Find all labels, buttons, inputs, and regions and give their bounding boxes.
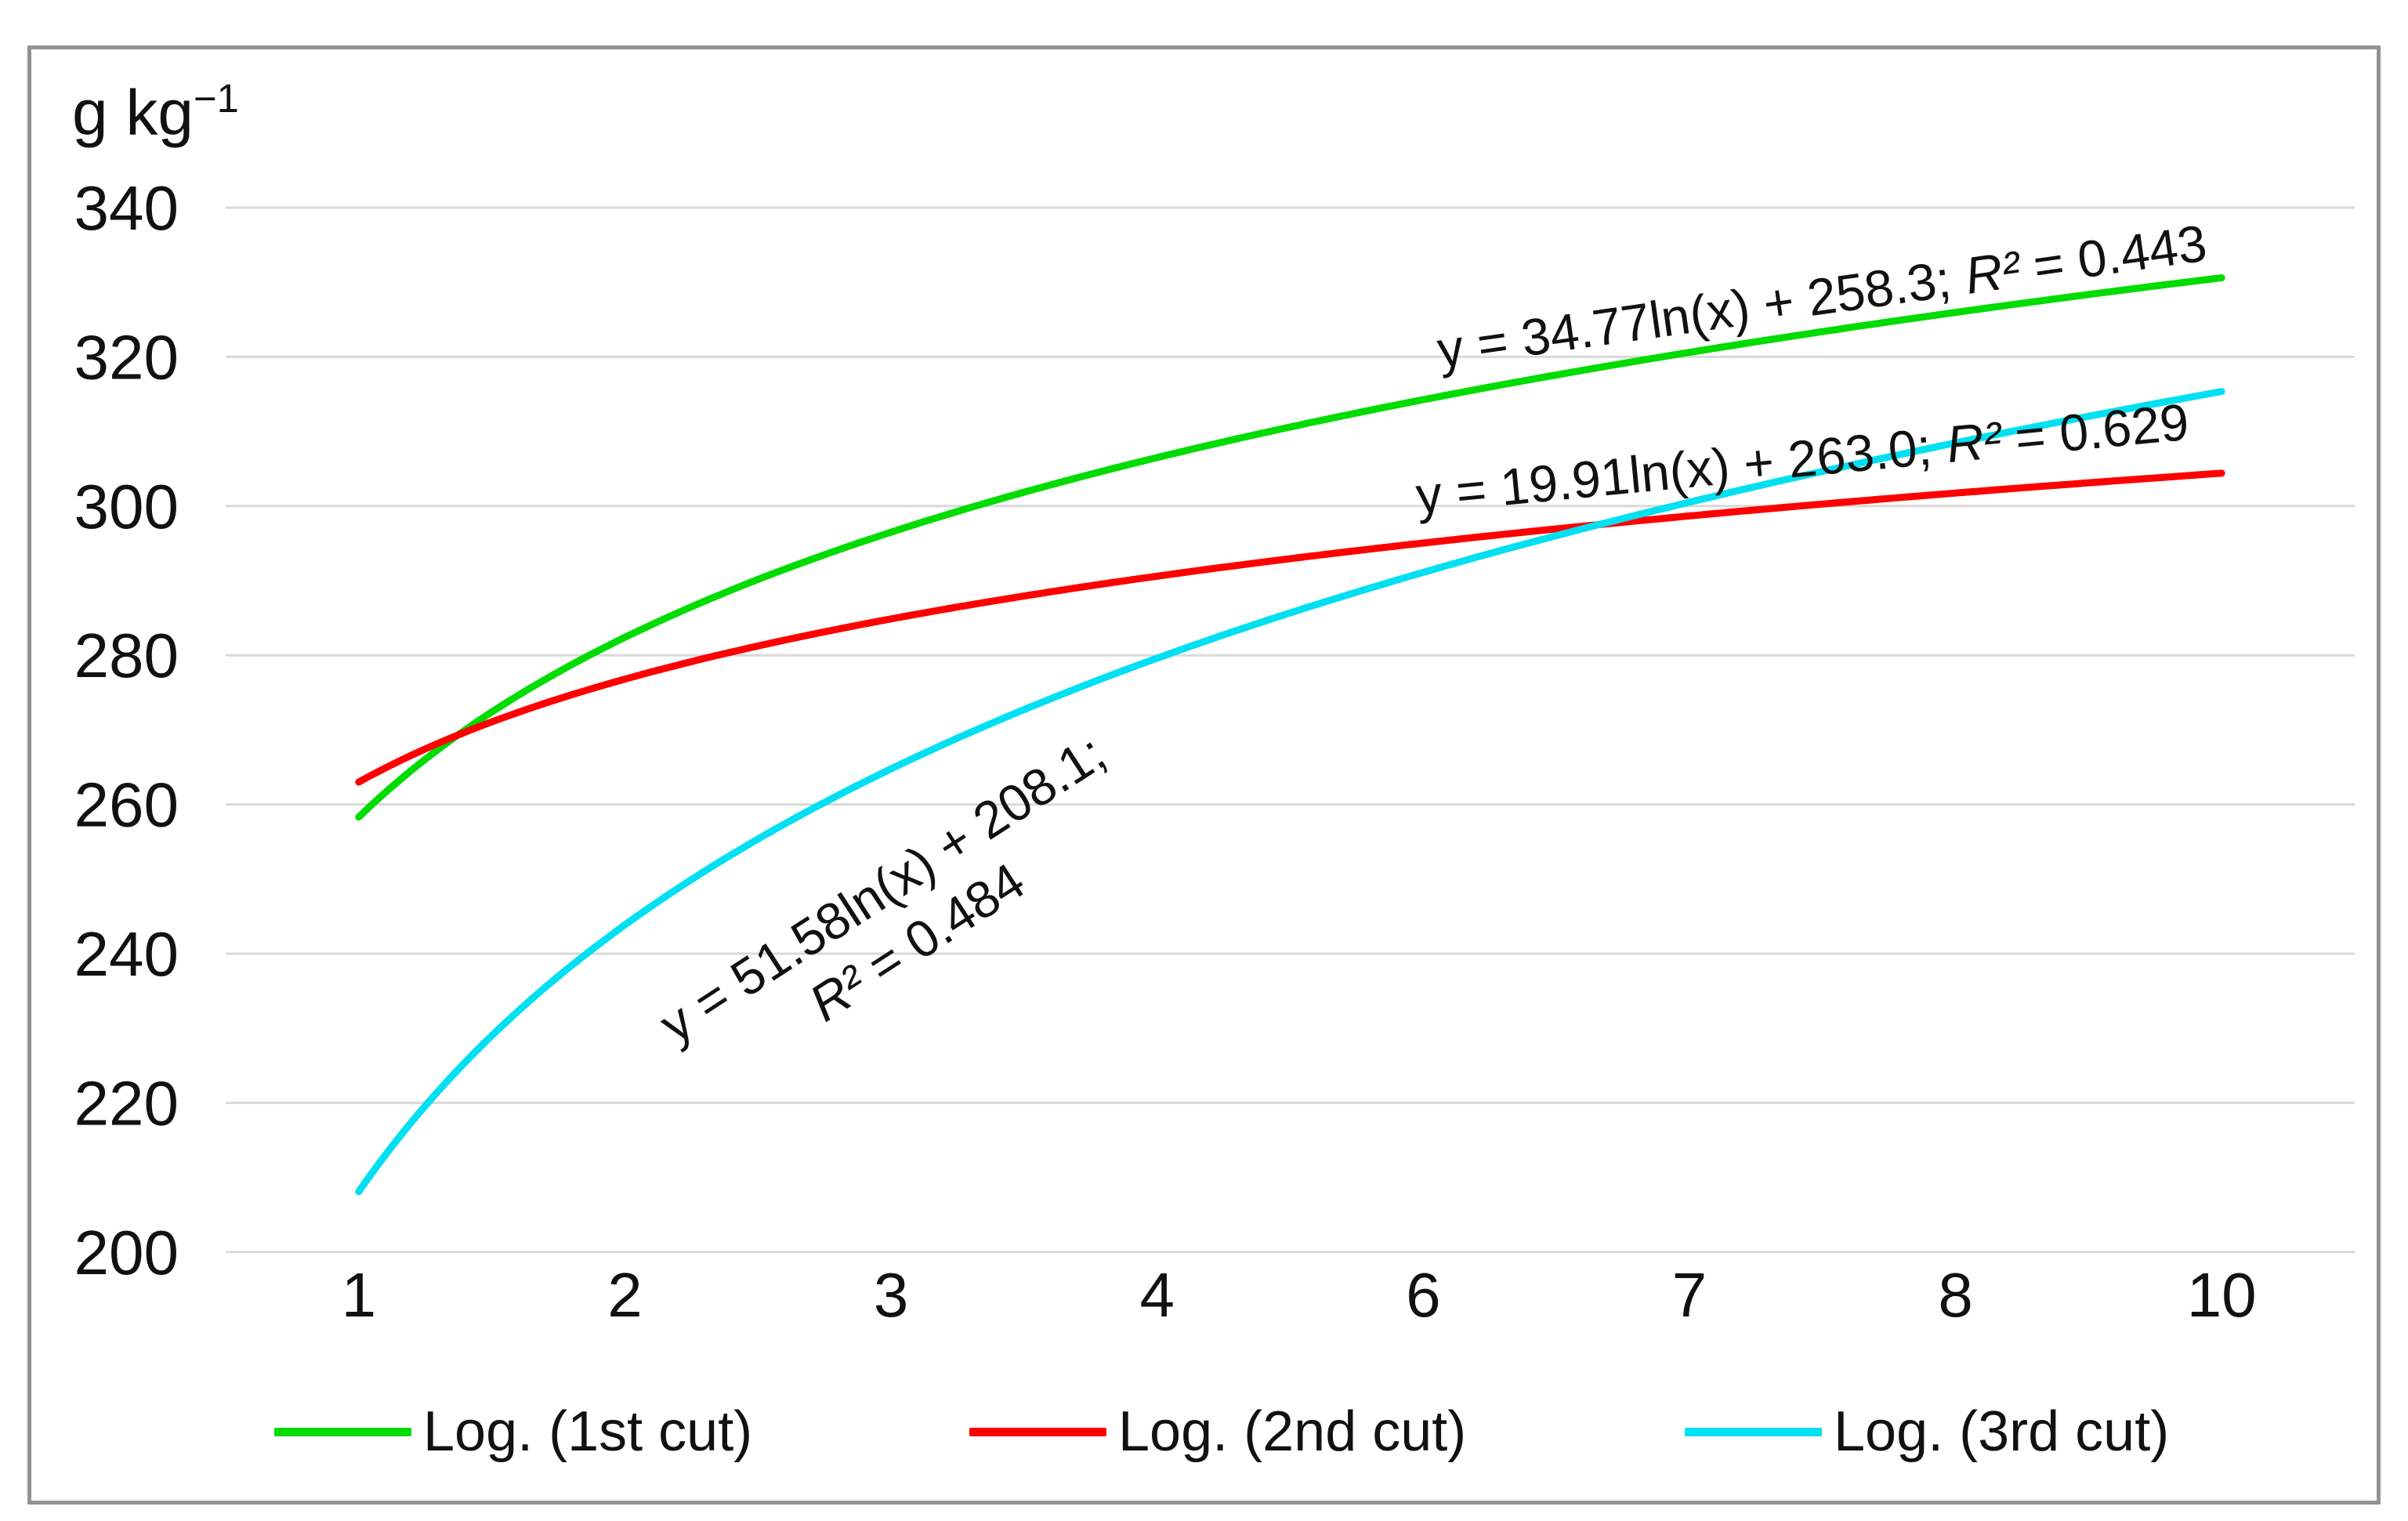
- trendline-curve-2: [355, 469, 2225, 786]
- trendline-curve-1: [355, 274, 2225, 821]
- x-axis-tick-labels: 1 2 3 4 6 7 8 10: [342, 1260, 2257, 1330]
- legend-item-3rd-cut: Log. (3rd cut): [1685, 1400, 2169, 1463]
- y-tick-label-340: 340: [74, 173, 179, 243]
- legend-line-swatch-red: [969, 1427, 1106, 1436]
- y-tick-label-300: 300: [74, 472, 179, 541]
- legend-label: Log. (1st cut): [423, 1400, 753, 1463]
- y-axis-unit-exponent: −1: [194, 76, 239, 121]
- legend-label: Log. (2nd cut): [1118, 1400, 1467, 1463]
- y-tick-label-200: 200: [74, 1218, 179, 1287]
- x-tick-label-1: 1: [342, 1260, 377, 1330]
- y-tick-label-260: 260: [74, 770, 179, 840]
- x-tick-label-8: 8: [1938, 1260, 1973, 1330]
- r-squared-symbol: R²: [1943, 410, 2004, 474]
- x-tick-label-10: 10: [2187, 1260, 2257, 1330]
- y-tick-label-220: 220: [74, 1068, 179, 1138]
- x-tick-label-4: 4: [1139, 1260, 1175, 1330]
- y-axis-unit-label: g kg−1: [72, 75, 239, 150]
- x-tick-label-3: 3: [874, 1260, 909, 1330]
- legend-line-swatch-green: [274, 1427, 411, 1436]
- y-axis-tick-labels: 340 320 300 280 260 240 220 200: [74, 173, 179, 1287]
- gridlines: [226, 206, 2355, 1254]
- y-axis-unit-base: g kg: [72, 77, 194, 149]
- y-tick-label-320: 320: [74, 322, 179, 392]
- x-tick-label-7: 7: [1672, 1260, 1707, 1330]
- x-tick-label-6: 6: [1406, 1260, 1441, 1330]
- y-tick-label-240: 240: [74, 919, 179, 989]
- trendline-curves: [355, 274, 2225, 1196]
- legend-label: Log. (3rd cut): [1834, 1400, 2170, 1463]
- x-tick-label-2: 2: [607, 1260, 643, 1330]
- legend-line-swatch-cyan: [1685, 1427, 1822, 1436]
- legend-item-1st-cut: Log. (1st cut): [274, 1400, 752, 1463]
- r-squared-symbol: R²: [1961, 239, 2024, 305]
- y-tick-label-280: 280: [74, 621, 179, 690]
- legend-item-2nd-cut: Log. (2nd cut): [969, 1400, 1466, 1463]
- trendline-curve-3: [355, 388, 2225, 1196]
- chart-outer-border: [27, 45, 2381, 1505]
